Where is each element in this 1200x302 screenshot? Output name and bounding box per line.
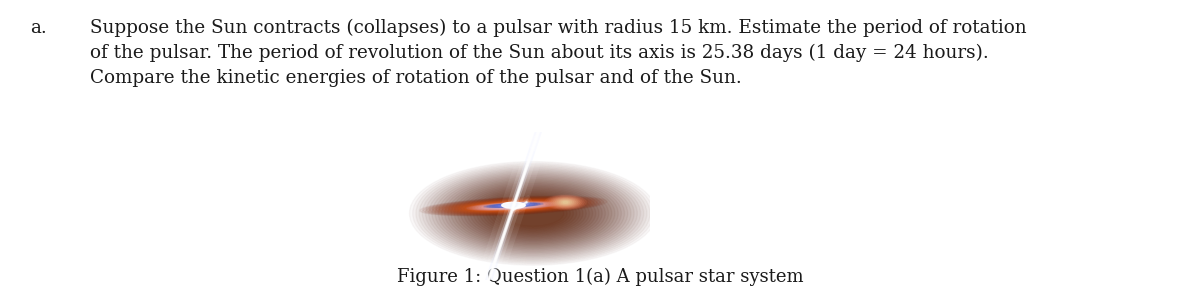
Ellipse shape (502, 204, 526, 206)
Ellipse shape (493, 204, 534, 208)
Ellipse shape (560, 201, 570, 204)
Ellipse shape (424, 196, 604, 216)
Ellipse shape (509, 206, 518, 207)
Ellipse shape (480, 191, 587, 236)
Ellipse shape (430, 197, 598, 215)
Ellipse shape (504, 204, 523, 206)
Ellipse shape (490, 195, 577, 232)
Ellipse shape (484, 203, 542, 209)
Ellipse shape (510, 205, 517, 206)
Ellipse shape (452, 200, 575, 213)
Ellipse shape (492, 196, 574, 230)
Ellipse shape (485, 203, 542, 209)
Ellipse shape (497, 204, 530, 208)
Ellipse shape (476, 190, 589, 237)
Ellipse shape (467, 186, 599, 241)
Ellipse shape (455, 200, 571, 212)
Text: Figure 1: Question 1(a) A pulsar star system: Figure 1: Question 1(a) A pulsar star sy… (397, 268, 803, 286)
Ellipse shape (496, 198, 570, 229)
Ellipse shape (502, 202, 526, 208)
Ellipse shape (448, 178, 618, 249)
Ellipse shape (462, 201, 565, 211)
Ellipse shape (467, 202, 560, 210)
Ellipse shape (473, 202, 554, 210)
Ellipse shape (502, 201, 564, 226)
Ellipse shape (547, 196, 584, 209)
Point (527, 137, 546, 142)
Ellipse shape (503, 205, 524, 207)
Ellipse shape (563, 201, 568, 203)
Ellipse shape (497, 204, 530, 207)
Ellipse shape (481, 203, 546, 210)
Ellipse shape (475, 203, 551, 210)
Ellipse shape (461, 183, 605, 244)
Ellipse shape (481, 203, 545, 209)
Ellipse shape (499, 205, 528, 207)
Ellipse shape (470, 187, 596, 240)
Ellipse shape (490, 203, 538, 207)
Ellipse shape (473, 188, 593, 238)
Ellipse shape (554, 198, 576, 206)
Ellipse shape (470, 202, 557, 210)
Ellipse shape (545, 195, 587, 210)
Ellipse shape (472, 201, 556, 210)
Ellipse shape (455, 180, 612, 246)
Ellipse shape (496, 204, 532, 207)
Ellipse shape (491, 204, 536, 208)
Ellipse shape (493, 204, 533, 208)
Ellipse shape (463, 185, 602, 243)
Ellipse shape (420, 196, 607, 216)
Ellipse shape (548, 196, 582, 208)
Ellipse shape (508, 205, 520, 206)
Ellipse shape (505, 205, 522, 207)
Ellipse shape (486, 194, 580, 233)
Text: a.: a. (30, 19, 47, 37)
Ellipse shape (484, 203, 542, 208)
Ellipse shape (439, 198, 588, 214)
Ellipse shape (449, 199, 578, 213)
Ellipse shape (464, 201, 562, 211)
Ellipse shape (445, 199, 581, 213)
Ellipse shape (458, 200, 569, 212)
Ellipse shape (493, 204, 534, 207)
Ellipse shape (443, 198, 584, 214)
Ellipse shape (559, 200, 572, 205)
Ellipse shape (487, 204, 540, 208)
Text: Suppose the Sun contracts (collapses) to a pulsar with radius 15 km. Estimate th: Suppose the Sun contracts (collapses) to… (90, 19, 1027, 37)
Ellipse shape (499, 199, 568, 228)
Ellipse shape (468, 201, 559, 211)
Ellipse shape (433, 198, 594, 214)
Ellipse shape (487, 203, 540, 209)
Ellipse shape (474, 202, 552, 210)
Ellipse shape (491, 204, 536, 208)
Ellipse shape (457, 182, 608, 245)
Text: of the pulsar. The period of revolution of the Sun about its axis is 25.38 days : of the pulsar. The period of revolution … (90, 44, 989, 62)
Text: Compare the kinetic energies of rotation of the pulsar and of the Sun.: Compare the kinetic energies of rotation… (90, 69, 742, 87)
Ellipse shape (482, 192, 583, 234)
Ellipse shape (426, 197, 601, 215)
Ellipse shape (479, 203, 548, 209)
Ellipse shape (498, 204, 528, 207)
Ellipse shape (557, 199, 574, 205)
Ellipse shape (436, 198, 592, 214)
Point (526, 141, 545, 146)
Ellipse shape (451, 179, 614, 248)
Ellipse shape (553, 198, 578, 207)
Ellipse shape (551, 197, 581, 207)
Ellipse shape (478, 202, 550, 210)
Ellipse shape (487, 203, 540, 207)
